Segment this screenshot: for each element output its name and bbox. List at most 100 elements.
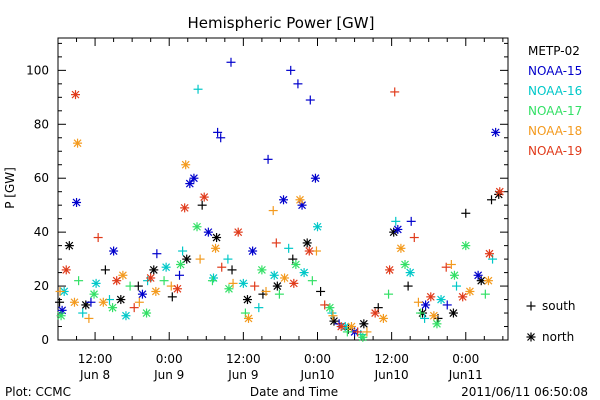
data-point-north (432, 319, 442, 329)
plot-frame (57, 37, 509, 341)
data-point-north (257, 265, 267, 275)
data-point-north (304, 246, 314, 256)
data-point-north (295, 195, 305, 205)
data-point-north (142, 308, 152, 318)
data-point-north (405, 268, 415, 278)
data-point-south (84, 313, 94, 323)
data-point-south (320, 300, 330, 310)
legend-entry: NOAA-16 (528, 84, 582, 98)
data-point-north (161, 262, 171, 272)
data-point-south (93, 233, 103, 243)
data-point-north (69, 297, 79, 307)
data-point-north (336, 322, 346, 332)
data-point-north (116, 295, 126, 305)
data-point-south (193, 84, 203, 94)
data-point-north (189, 173, 199, 183)
data-point-south (442, 300, 452, 310)
legend-marker-label: north (542, 330, 574, 344)
data-point-south (195, 254, 205, 264)
data-point-north (149, 265, 159, 275)
data-point-south (226, 57, 236, 67)
data-point-north (358, 332, 368, 342)
x-tick-date-label: Jun 9 (153, 368, 184, 382)
legend-north-symbol (526, 332, 536, 342)
series-noaa-18 (55, 138, 493, 337)
x-tick-date-label: Jun10 (374, 368, 409, 382)
data-point-south (316, 286, 326, 296)
y-tick-label: 60 (34, 171, 49, 185)
series-noaa-16 (59, 84, 498, 340)
x-tick-time-label: 0:00 (304, 352, 331, 366)
data-point-south (384, 289, 394, 299)
data-point-north (72, 197, 82, 207)
data-point-north (146, 273, 156, 283)
data-point-north (199, 192, 209, 202)
data-point-north (302, 238, 312, 248)
data-point-north (211, 243, 221, 253)
y-tick-label: 80 (34, 117, 49, 131)
x-tick-time-label: 12:00 (226, 352, 261, 366)
data-point-north (64, 241, 74, 251)
data-point-north (242, 295, 252, 305)
data-point-south (74, 276, 84, 286)
data-point-south (353, 327, 363, 337)
series-noaa-19 (61, 87, 505, 337)
legend-entry: NOAA-19 (528, 144, 582, 158)
data-point-south (390, 87, 400, 97)
data-point-north (495, 187, 505, 197)
data-point-north (312, 222, 322, 232)
data-point-north (71, 90, 81, 100)
data-point-north (56, 311, 66, 321)
data-point-south (293, 79, 303, 89)
data-point-north (385, 265, 395, 275)
data-point-north (449, 270, 459, 280)
data-point-north (121, 311, 131, 321)
x-axis-label: Date and Time (250, 385, 338, 399)
x-tick-date-label: Jun 9 (227, 368, 258, 382)
series-metp-02 (55, 189, 504, 334)
data-point-north (421, 300, 431, 310)
data-point-north (91, 278, 101, 288)
data-point-north (291, 260, 301, 269)
data-point-south (250, 281, 260, 291)
data-point-north (325, 303, 335, 313)
x-tick-time-label: 12:00 (374, 352, 409, 366)
data-point-south (228, 278, 238, 288)
data-point-south (446, 260, 456, 269)
data-point-north (289, 278, 299, 288)
data-point-south (307, 276, 317, 286)
legend-marker-label: south (542, 299, 576, 313)
data-point-north (370, 308, 380, 318)
legend-entry: METP-02 (528, 44, 580, 58)
legend-entry: NOAA-18 (528, 124, 582, 138)
data-point-north (203, 227, 213, 237)
data-point-north (137, 289, 147, 299)
data-point-north (238, 278, 248, 288)
data-point-south (207, 276, 217, 286)
data-point-north (248, 246, 258, 256)
series-noaa-15 (57, 57, 501, 337)
data-point-south (409, 233, 419, 243)
data-point-north (299, 268, 309, 278)
data-point-south (217, 262, 227, 272)
data-points (55, 57, 505, 342)
data-point-south (452, 281, 462, 291)
x-tick-date-label: Jun 8 (79, 368, 110, 382)
data-point-north (61, 265, 71, 275)
data-point-north (233, 227, 243, 237)
chart-title: Hemispheric Power [GW] (188, 14, 375, 32)
y-tick-label: 40 (34, 225, 49, 239)
x-tick-time-label: 0:00 (452, 352, 479, 366)
data-point-north (359, 319, 369, 329)
series-noaa-17 (56, 222, 490, 342)
data-point-north (378, 313, 388, 323)
data-point-south (261, 286, 271, 296)
data-point-south (197, 200, 207, 210)
data-point-north (448, 308, 458, 318)
data-point-north (346, 322, 356, 332)
data-point-north (109, 246, 119, 256)
data-point-south (420, 313, 430, 323)
data-point-north (98, 297, 108, 307)
data-point-north (465, 286, 475, 296)
x-tick-date-label: Jun11 (448, 368, 483, 382)
